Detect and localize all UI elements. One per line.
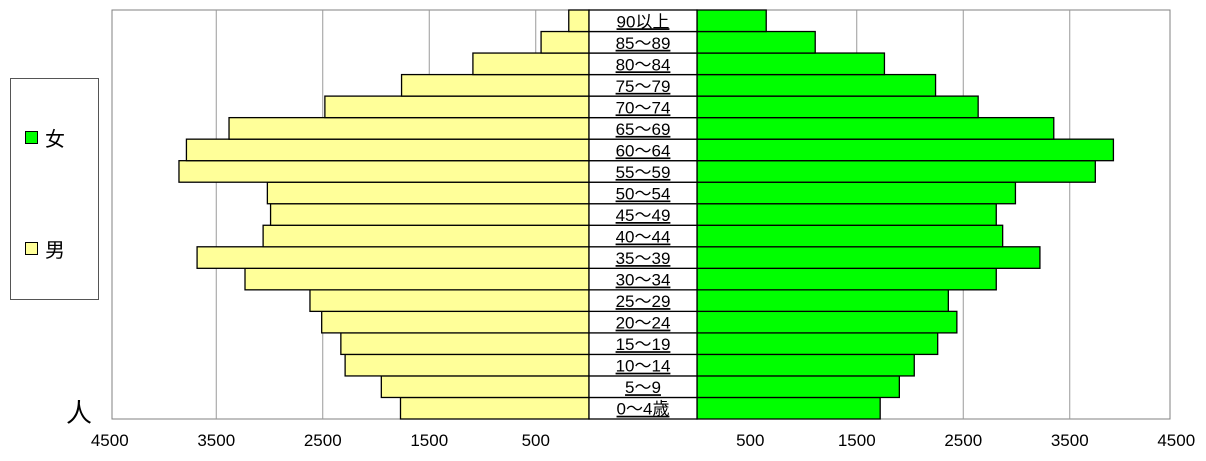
female-bar	[696, 9, 767, 33]
age-label: 20～24	[616, 314, 671, 333]
x-tick-label-right: 4500	[1157, 431, 1195, 450]
female-bar	[696, 332, 939, 356]
female-bar	[696, 353, 915, 377]
age-label: 65～69	[616, 120, 671, 139]
female-bar	[696, 95, 979, 119]
legend-swatch-male	[25, 242, 38, 255]
legend-item-female: 女	[25, 123, 65, 152]
male-bar	[400, 73, 590, 97]
female-bar	[696, 116, 1055, 140]
age-label: 5～9	[625, 378, 661, 397]
female-bar	[696, 224, 1004, 248]
age-label: 75～79	[616, 77, 671, 96]
male-bar	[244, 267, 590, 291]
x-tick-label-left: 500	[522, 431, 550, 450]
female-bar	[696, 138, 1115, 162]
x-tick-label-right: 3500	[1051, 431, 1089, 450]
age-label: 60～64	[616, 141, 671, 160]
age-labels: 0～4歳 5～9 10～14 15～19 20～24 25～29 30～34 35～39 40～…	[588, 9, 698, 420]
x-tick-label-left: 4500	[91, 431, 129, 450]
age-label: 45～49	[616, 206, 671, 225]
female-bar	[696, 310, 958, 334]
legend-item-male: 男	[25, 234, 65, 263]
female-bar	[696, 52, 886, 76]
age-label-cell	[588, 9, 698, 33]
male-bar	[380, 375, 590, 399]
x-tick-label-left: 3500	[197, 431, 235, 450]
male-bar	[266, 181, 590, 205]
legend-label-male: 男	[45, 240, 65, 262]
female-bar	[696, 375, 901, 399]
age-label: 30～34	[616, 271, 671, 290]
male-bar	[321, 310, 590, 334]
age-label: 10～14	[616, 357, 671, 376]
age-label: 90以上	[617, 12, 670, 31]
female-bar	[696, 73, 937, 97]
legend: 女 男	[10, 78, 99, 300]
male-bar	[472, 52, 590, 76]
female-bar	[696, 267, 997, 291]
age-label: 80～84	[616, 55, 671, 74]
female-bar	[696, 203, 997, 226]
male-bar	[540, 30, 590, 54]
male-bar	[185, 138, 590, 162]
x-tick-label-right: 2500	[944, 431, 982, 450]
bars	[178, 9, 1115, 420]
x-tick-label-left: 2500	[304, 431, 342, 450]
age-label: 0～4歳	[617, 400, 670, 419]
age-label: 15～19	[616, 335, 671, 354]
age-label: 70～74	[616, 98, 671, 117]
age-label: 40～44	[616, 228, 671, 247]
x-tick-label-right: 1500	[838, 431, 876, 450]
male-bar	[324, 95, 590, 119]
legend-swatch-female	[25, 131, 38, 144]
x-tick-label-right: 500	[736, 431, 764, 450]
age-label: 50～54	[616, 184, 671, 203]
male-bar	[399, 396, 590, 420]
male-bar	[228, 116, 590, 140]
x-tick-labels: 4500 4500 3500 3500 2500 2500 1500 1500 500 500	[91, 431, 1195, 450]
female-bar	[696, 246, 1041, 269]
female-bar	[696, 160, 1096, 183]
legend-label-female: 女	[45, 129, 65, 151]
unit-label: 人	[66, 398, 93, 428]
male-bar	[269, 203, 590, 226]
x-tick-label-left: 1500	[410, 431, 448, 450]
male-bar	[309, 289, 590, 313]
male-bar	[568, 9, 590, 33]
male-bar	[196, 246, 590, 269]
age-label: 55～59	[616, 163, 671, 182]
female-bar	[696, 30, 816, 54]
female-bar	[696, 289, 949, 313]
male-bar	[340, 332, 590, 356]
female-bar	[696, 396, 881, 420]
age-label: 85～89	[616, 34, 671, 53]
age-label: 25～29	[616, 292, 671, 311]
age-label: 35～39	[616, 249, 671, 268]
male-bar	[262, 224, 590, 248]
male-bar	[178, 160, 590, 183]
male-bar	[344, 353, 590, 377]
female-bar	[696, 181, 1017, 205]
